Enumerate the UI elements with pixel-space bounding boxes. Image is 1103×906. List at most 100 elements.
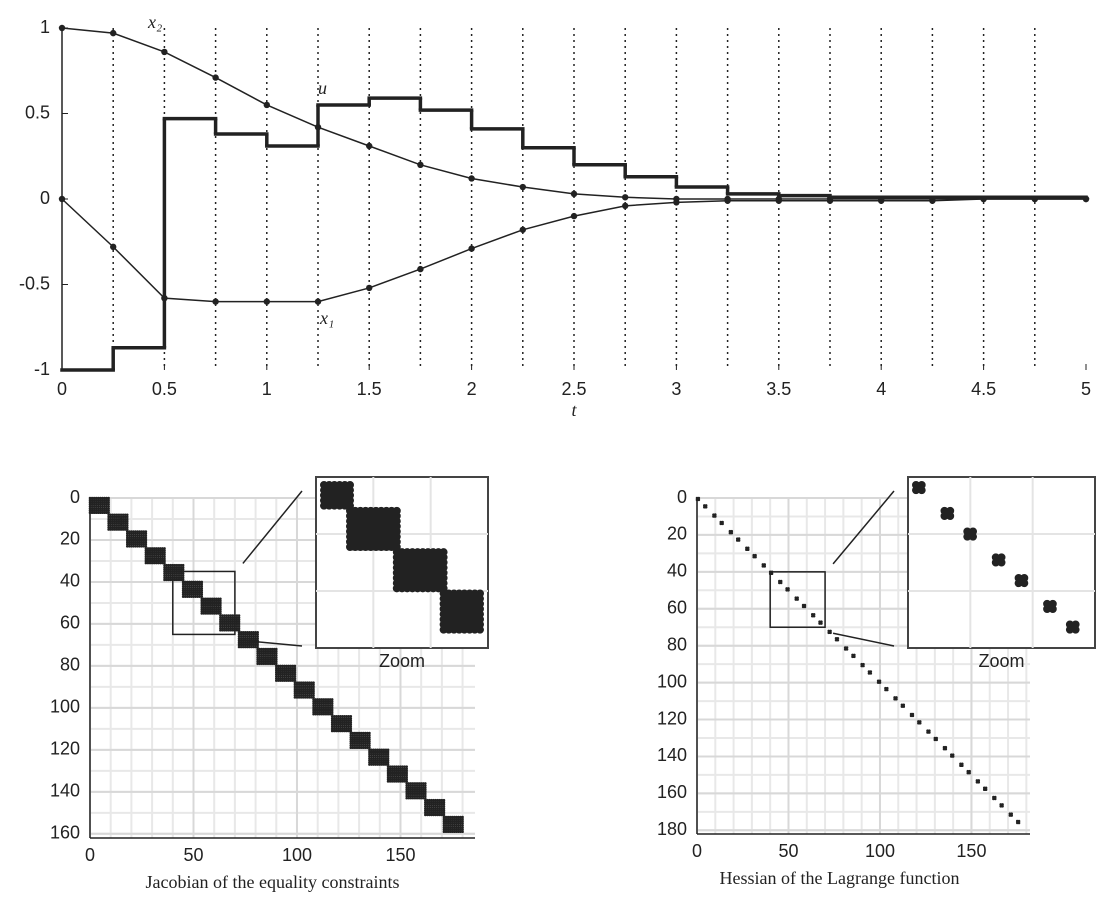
- series-point: [263, 101, 270, 109]
- nonzero-block: [163, 563, 185, 582]
- zoom-label: Zoom: [978, 651, 1024, 671]
- series-label: x₂: [147, 12, 162, 32]
- nonzero-block: [712, 513, 717, 518]
- x-tick-label: 4.5: [971, 379, 996, 399]
- y-tick-label: 140: [50, 781, 80, 801]
- y-tick-label: 40: [667, 561, 687, 581]
- zoom-connector: [832, 490, 895, 565]
- nonzero-block: [703, 504, 708, 509]
- series-point: [314, 298, 322, 305]
- x-tick-label: 50: [778, 841, 798, 861]
- series-point: [468, 245, 475, 252]
- x-tick-label: 3: [671, 379, 681, 399]
- series-point: [570, 212, 578, 220]
- x-tick-label: 3.5: [766, 379, 791, 399]
- x-tick-label: 4: [876, 379, 886, 399]
- x-tick-label: 1: [262, 379, 272, 399]
- nonzero-block: [293, 681, 315, 699]
- nonzero-block: [368, 748, 390, 766]
- nonzero-block: [794, 596, 799, 601]
- y-tick-label: -1: [34, 359, 50, 379]
- y-tick-label: 80: [60, 655, 80, 675]
- nonzero-block: [975, 779, 981, 784]
- y-tick-label: 0: [40, 188, 50, 208]
- series-point: [110, 29, 117, 37]
- nonzero-block: [810, 613, 816, 618]
- nonzero-block: [1015, 819, 1021, 825]
- series-point: [570, 190, 578, 198]
- nonzero-block: [442, 815, 464, 834]
- zoom-block: [1014, 574, 1029, 588]
- y-tick-label: 60: [667, 598, 687, 618]
- y-tick-label: -0.5: [19, 273, 50, 293]
- nonzero-block: [424, 798, 446, 817]
- nonzero-block: [966, 769, 971, 775]
- series-point: [58, 24, 66, 32]
- nonzero-block: [256, 647, 278, 666]
- nonzero-block: [843, 646, 849, 651]
- series-point: [161, 48, 168, 56]
- nonzero-block: [735, 537, 741, 542]
- x-tick-label: 5: [1081, 379, 1091, 399]
- zoom-block: [320, 481, 354, 510]
- series-point: [417, 265, 424, 273]
- nonzero-block: [876, 679, 882, 684]
- nonzero-block: [926, 729, 931, 734]
- x-tick-label: 0: [692, 841, 702, 861]
- zoom-block: [439, 589, 484, 634]
- zoom-label: Zoom: [379, 651, 425, 671]
- nonzero-block: [728, 529, 734, 535]
- series-point: [417, 161, 424, 168]
- series-point: [519, 183, 526, 191]
- y-tick-label: 60: [60, 613, 80, 633]
- series-label: x₁: [319, 308, 334, 328]
- y-tick-label: 80: [667, 634, 687, 654]
- nonzero-block: [801, 603, 807, 609]
- y-tick-label: 160: [50, 823, 80, 843]
- series-point: [622, 194, 629, 201]
- x-tick-label: 2.5: [561, 379, 586, 399]
- zoom-block: [392, 548, 448, 593]
- y-tick-label: 0: [677, 487, 687, 507]
- zoom-block: [963, 527, 977, 541]
- nonzero-block: [851, 653, 856, 659]
- nonzero-block: [1008, 812, 1014, 817]
- zoom-block: [346, 506, 401, 551]
- nonzero-block: [144, 547, 166, 565]
- y-tick-label: 180: [657, 819, 687, 839]
- y-tick-label: 20: [667, 524, 687, 544]
- zoom-block: [1043, 599, 1057, 613]
- nonzero-block: [719, 520, 724, 526]
- nonzero-block: [917, 720, 922, 725]
- series-point: [263, 298, 270, 305]
- x-tick-label: 150: [385, 845, 415, 865]
- nonzero-block: [884, 686, 889, 692]
- nonzero-block: [181, 580, 204, 598]
- series-point: [775, 195, 782, 203]
- nonzero-block: [330, 714, 353, 733]
- series-point: [724, 195, 731, 203]
- x-tick-label: 0: [85, 845, 95, 865]
- nonzero-block: [959, 762, 964, 768]
- y-tick-label: 100: [50, 697, 80, 717]
- zoom-block: [991, 553, 1006, 567]
- zoom-connector: [242, 639, 303, 647]
- nonzero-block: [834, 637, 840, 642]
- y-tick-label: 1: [40, 17, 50, 37]
- nonzero-block: [818, 620, 823, 625]
- series-point: [212, 74, 219, 81]
- y-tick-label: 120: [657, 708, 687, 728]
- nonzero-block: [349, 731, 371, 750]
- nonzero-block: [785, 587, 790, 592]
- nonzero-block: [200, 597, 222, 615]
- series-point: [468, 175, 475, 182]
- nonzero-block: [237, 631, 259, 649]
- nonzero-block: [827, 629, 832, 635]
- series-point: [366, 284, 373, 292]
- series-point: [212, 298, 219, 305]
- series-point: [673, 195, 680, 203]
- x-tick-label: 2: [467, 379, 477, 399]
- nonzero-block: [752, 553, 757, 559]
- nonzero-block: [893, 696, 898, 701]
